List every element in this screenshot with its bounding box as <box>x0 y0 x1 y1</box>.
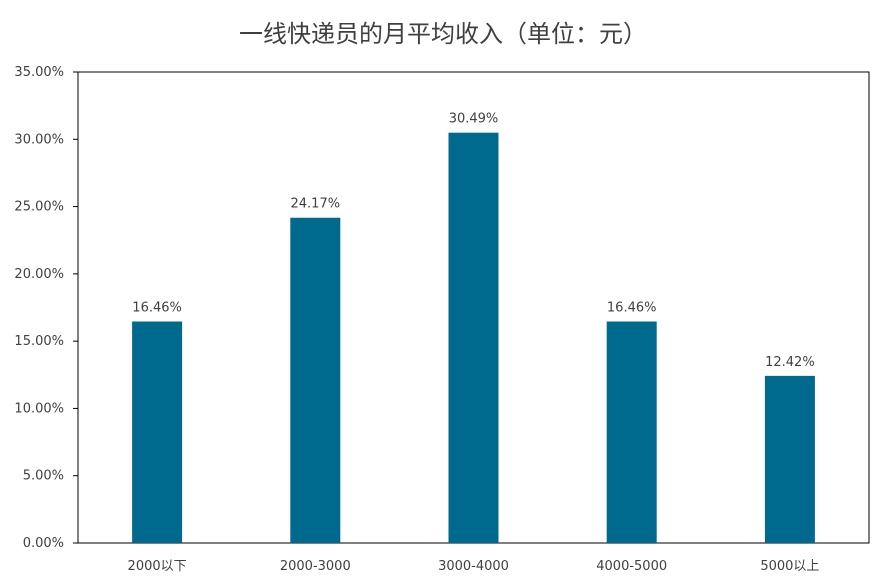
x-tick-label: 2000-3000 <box>280 559 351 574</box>
y-tick-label: 0.00% <box>23 536 64 551</box>
bar <box>290 217 341 544</box>
y-tick-label: 25.00% <box>14 200 64 215</box>
y-tick-label: 5.00% <box>23 469 64 484</box>
bar <box>448 132 499 543</box>
x-tick-label: 3000-4000 <box>438 559 509 574</box>
data-label: 16.46% <box>132 300 182 315</box>
y-tick-label: 10.00% <box>14 401 64 416</box>
data-label: 24.17% <box>291 197 341 212</box>
y-tick-label: 30.00% <box>14 132 64 147</box>
y-tick-label: 35.00% <box>14 65 64 80</box>
x-tick-label: 2000以下 <box>128 559 187 574</box>
bar <box>764 375 815 543</box>
data-label: 12.42% <box>765 355 815 370</box>
y-tick-label: 15.00% <box>14 334 64 349</box>
bar <box>132 321 183 543</box>
y-tick-label: 20.00% <box>14 267 64 282</box>
data-label: 16.46% <box>607 300 657 315</box>
x-tick-label: 4000-5000 <box>596 559 667 574</box>
bar <box>606 321 657 543</box>
x-tick-label: 5000以上 <box>760 559 819 574</box>
data-label: 30.49% <box>449 112 499 127</box>
chart-title: 一线快递员的月平均收入（单位：元） <box>239 20 647 48</box>
